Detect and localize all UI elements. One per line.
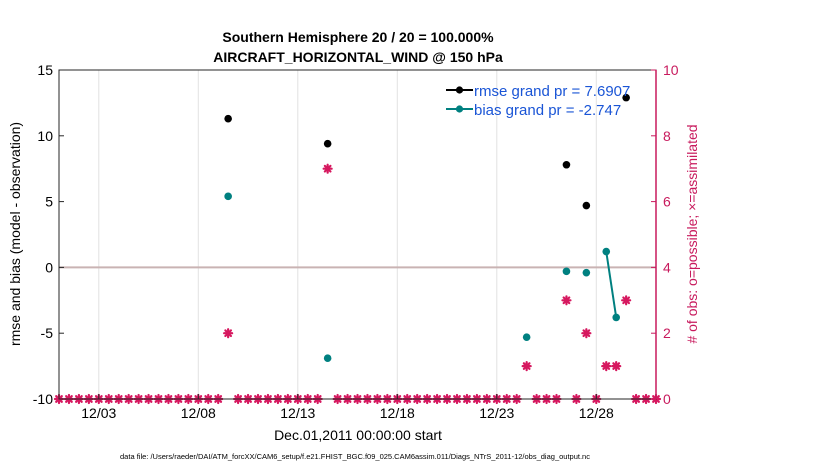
bias-point-5 <box>602 247 611 256</box>
x-tick-label-0: 12/03 <box>81 405 116 421</box>
grid-lines <box>98 70 597 399</box>
left-axis-ticks: -10 -5 0 5 10 15 <box>33 62 64 407</box>
obs-count-marker-6 <box>611 361 622 372</box>
x-tick-label-1: 12/08 <box>181 405 216 421</box>
obs-count-marker-7-stroke-3 <box>622 296 631 305</box>
left-tick-label-0: -10 <box>33 391 53 407</box>
obs-count-marker-6-stroke-3 <box>612 362 621 370</box>
obs-count-marker-0 <box>223 328 234 339</box>
bias-point-1 <box>323 354 332 363</box>
obs-count-marker-1 <box>322 163 333 174</box>
rmse-point-0 <box>224 114 232 123</box>
rmse-point-1 <box>323 139 332 148</box>
left-axis-label: rmse and bias (model - observation) <box>7 122 23 346</box>
x-axis-ticks: 12/03 12/08 12/13 12/18 12/23 12/28 <box>81 394 614 421</box>
bias-point-6 <box>612 313 620 322</box>
rmse-point-2 <box>562 160 571 169</box>
bias-segment-0 <box>605 251 618 318</box>
left-tick-label-2: 0 <box>45 259 53 275</box>
obs-count-marker-0-stroke-3 <box>224 329 233 338</box>
x-axis-label: Dec.01,2011 00:00:00 start <box>274 427 442 443</box>
legend-bias-marker <box>455 105 464 113</box>
left-tick-label-4: 10 <box>37 128 53 144</box>
obs-count-marker-1-stroke-3 <box>323 164 332 173</box>
x-tick-label-5: 12/28 <box>579 405 614 421</box>
bias-point-0 <box>224 192 232 201</box>
x-tick-label-2: 12/13 <box>280 405 315 421</box>
legend-rmse-label: rmse grand pr = 7.6907 <box>474 83 630 100</box>
right-axis-label: # of obs: o=possible; ×=assimilated <box>684 124 700 343</box>
right-tick-label-3: 6 <box>663 194 671 210</box>
footer-data-file: data file: /Users/raeder/DAI/ATM_forcXX/… <box>120 452 590 461</box>
legend-bias-label: bias grand pr = -2.747 <box>474 102 621 119</box>
chart-title-line-2: AIRCRAFT_HORIZONTAL_WIND @ 150 hPa <box>213 49 503 65</box>
rmse-point-3 <box>582 201 591 210</box>
rmse-point-4 <box>622 93 630 102</box>
obs-count-marker-4 <box>581 328 592 339</box>
chart-title-line-1: Southern Hemisphere 20 / 20 = 100.000% <box>222 29 494 45</box>
obs-count-marker-2-stroke-3 <box>522 362 531 370</box>
bias-point-4 <box>582 268 591 277</box>
obs-count-marker-5 <box>601 361 612 372</box>
left-tick-label-3: 5 <box>45 194 53 210</box>
legend-rmse-marker <box>455 86 464 94</box>
obs-count-marker-5-stroke-3 <box>602 362 611 370</box>
left-tick-label-1: -5 <box>41 325 54 341</box>
left-tick-label-5: 15 <box>37 62 53 78</box>
bias-point-3 <box>562 267 571 276</box>
plot-area <box>59 70 656 399</box>
right-tick-label-2: 4 <box>663 259 671 275</box>
obs-count-marker-3 <box>561 295 572 306</box>
obs-count-marker-3-stroke-3 <box>562 296 571 305</box>
obs-count-marker-7 <box>621 295 632 306</box>
right-tick-label-4: 8 <box>663 128 671 144</box>
x-tick-label-4: 12/23 <box>479 405 514 421</box>
right-axis-ticks: 0 2 4 6 8 10 <box>651 62 679 407</box>
legend: rmse grand pr = 7.6907 bias grand pr = -… <box>446 83 630 119</box>
obs-count-marker-2 <box>521 361 532 372</box>
right-tick-label-5: 10 <box>663 62 679 78</box>
right-tick-label-0: 0 <box>663 391 671 407</box>
bias-point-2 <box>522 333 531 341</box>
right-tick-label-1: 2 <box>663 325 671 341</box>
x-tick-label-3: 12/18 <box>380 405 415 421</box>
obs-count-marker-4-stroke-3 <box>582 329 591 338</box>
